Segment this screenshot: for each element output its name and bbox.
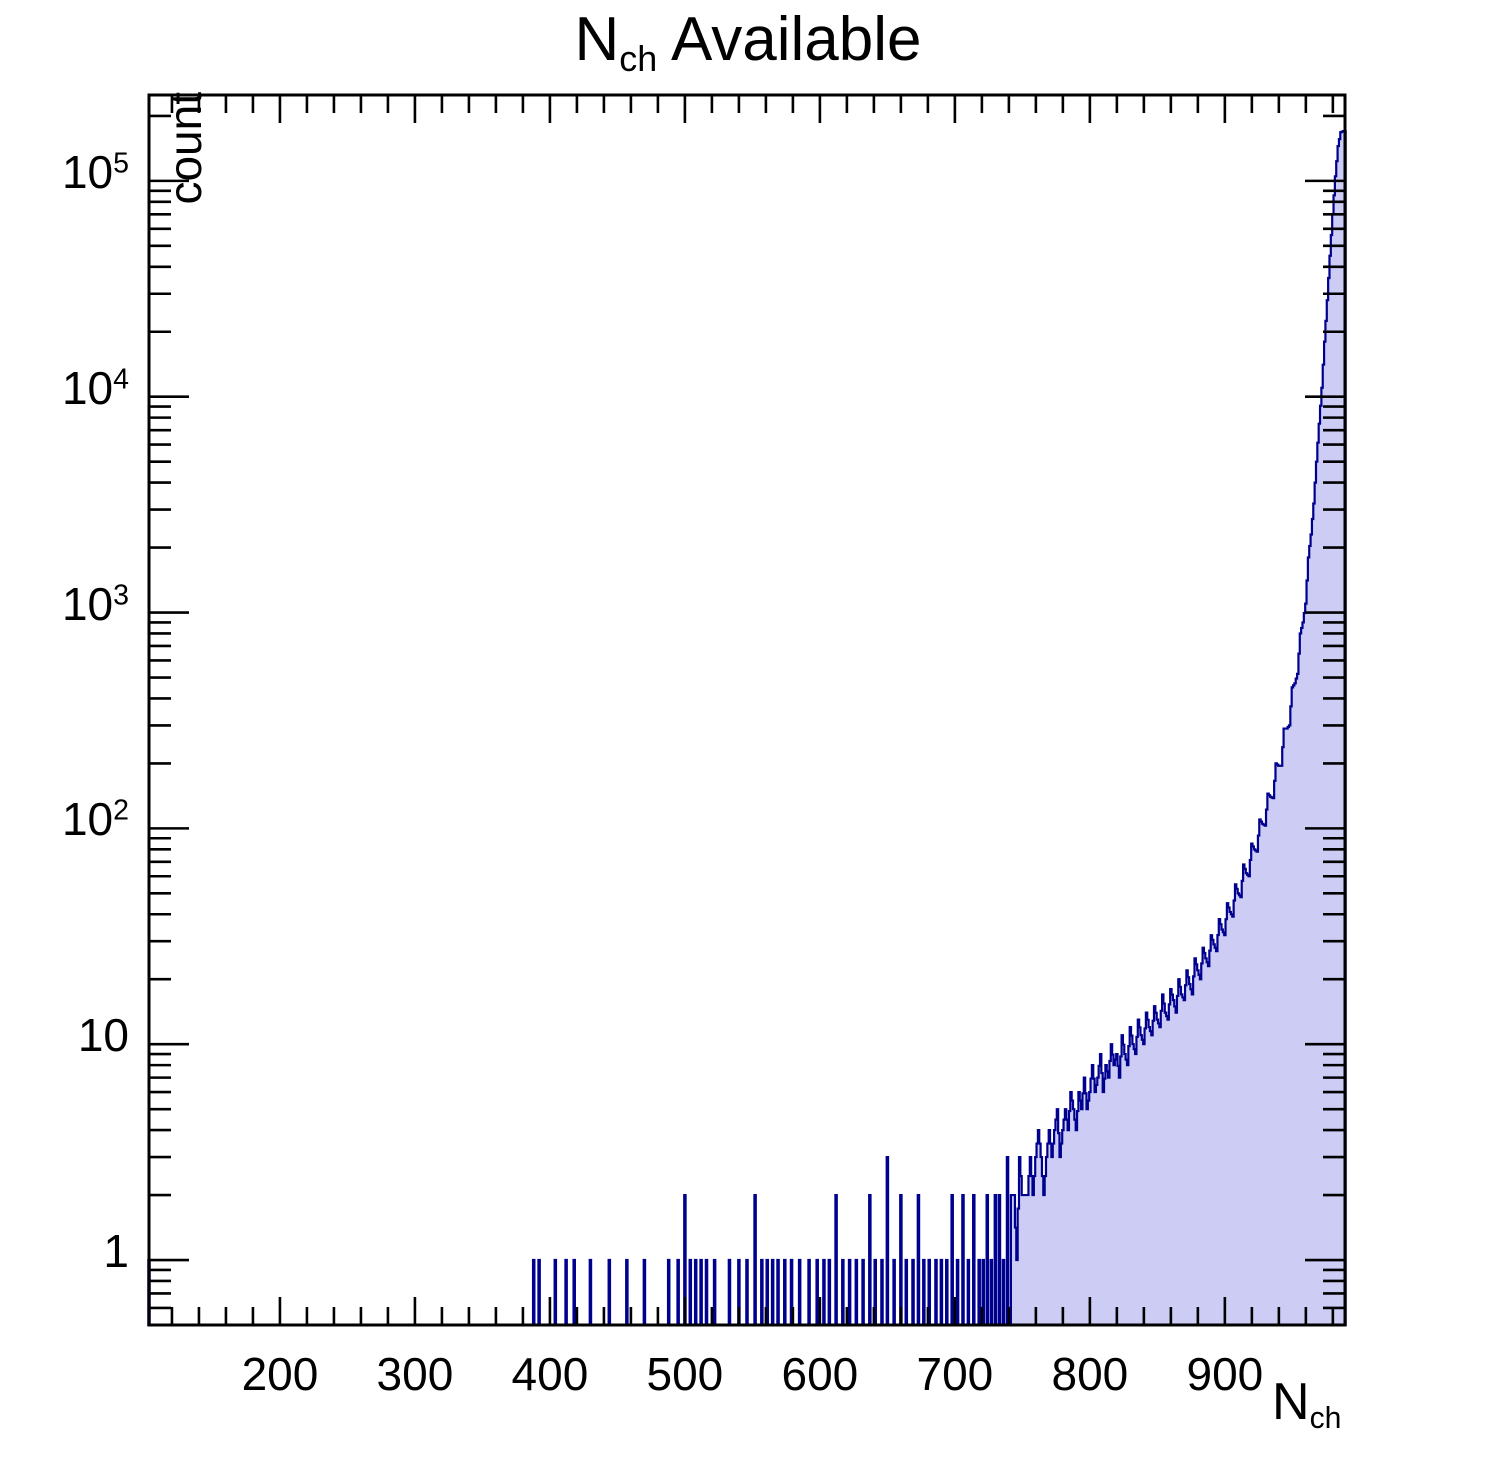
y-tick-label: 105 [0, 145, 129, 199]
x-tick-label: 700 [916, 1348, 994, 1400]
histogram-series [147, 130, 1347, 1327]
y-tick-exponent: 4 [113, 363, 129, 396]
y-tick-label: 1 [0, 1224, 129, 1278]
axis-ticks [149, 95, 1345, 1327]
x-tick-label: 900 [1186, 1348, 1264, 1400]
chart-title: Nch Available [0, 4, 1496, 80]
y-tick-exponent: 3 [113, 578, 129, 611]
x-tick-label: 400 [511, 1348, 589, 1400]
chart-title-rest: Available [657, 5, 922, 74]
y-tick-label: 104 [0, 361, 129, 415]
y-tick-label: 102 [0, 792, 129, 846]
x-tick-label: 200 [241, 1348, 319, 1400]
chart-title-base: N [574, 5, 620, 74]
y-tick-mantissa: 1 [103, 1225, 129, 1278]
x-tick-label: 500 [646, 1348, 724, 1400]
y-tick-mantissa: 10 [61, 145, 114, 198]
x-axis-title-base: N [1272, 1373, 1310, 1431]
y-tick-exponent: 2 [113, 794, 129, 827]
y-tick-mantissa: 10 [77, 1009, 129, 1062]
y-tick-mantissa: 10 [61, 361, 114, 414]
y-tick-exponent: 5 [113, 147, 129, 180]
x-tick-label: 800 [1051, 1348, 1129, 1400]
x-tick-label: 600 [781, 1348, 859, 1400]
x-axis-title: Nch [1272, 1372, 1341, 1436]
chart-title-subscript: ch [619, 37, 658, 79]
x-axis-title-subscript: ch [1309, 1402, 1342, 1436]
y-tick-mantissa: 10 [61, 793, 114, 846]
y-tick-label: 103 [0, 577, 129, 631]
x-tick-label: 300 [376, 1348, 454, 1400]
y-tick-mantissa: 10 [61, 577, 114, 630]
y-tick-label: 10 [0, 1008, 129, 1062]
